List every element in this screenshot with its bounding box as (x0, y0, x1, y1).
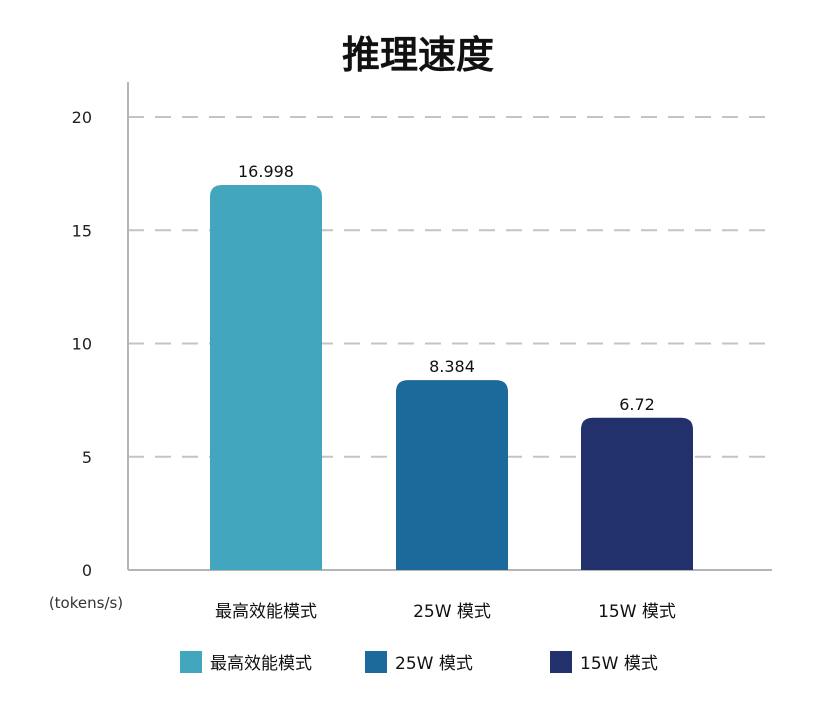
bars (210, 184, 693, 570)
legend-label: 15W 模式 (580, 654, 658, 674)
x-axis-ticks: 最高效能模式 25W 模式 15W 模式 (215, 602, 676, 622)
x-tick-label: 最高效能模式 (215, 602, 317, 622)
bar (210, 184, 322, 570)
x-tick-label: 25W 模式 (413, 602, 491, 622)
legend-swatch (550, 651, 572, 673)
chart-title: 推理速度 (342, 33, 494, 77)
bar-value-label: 8.384 (429, 357, 475, 376)
legend-swatch (180, 651, 202, 673)
y-tick-label: 10 (72, 335, 92, 354)
x-tick-label: 15W 模式 (598, 602, 676, 622)
bar-value-label: 6.72 (619, 395, 655, 414)
legend-label: 25W 模式 (395, 654, 473, 674)
y-axis-ticks: 0 5 10 15 20 (72, 108, 92, 580)
y-tick-label: 5 (82, 448, 92, 467)
bar (396, 380, 508, 570)
legend-label: 最高效能模式 (210, 654, 312, 674)
bar-value-label: 16.998 (238, 162, 294, 181)
legend: 最高效能模式 25W 模式 15W 模式 (180, 651, 658, 674)
y-tick-label: 20 (72, 108, 92, 127)
y-tick-label: 0 (82, 561, 92, 580)
data-labels: 16.998 8.384 6.72 (238, 162, 655, 414)
bar (581, 417, 693, 570)
y-tick-label: 15 (72, 221, 92, 240)
legend-swatch (365, 651, 387, 673)
y-axis-unit-label: (tokens/s) (49, 594, 123, 612)
